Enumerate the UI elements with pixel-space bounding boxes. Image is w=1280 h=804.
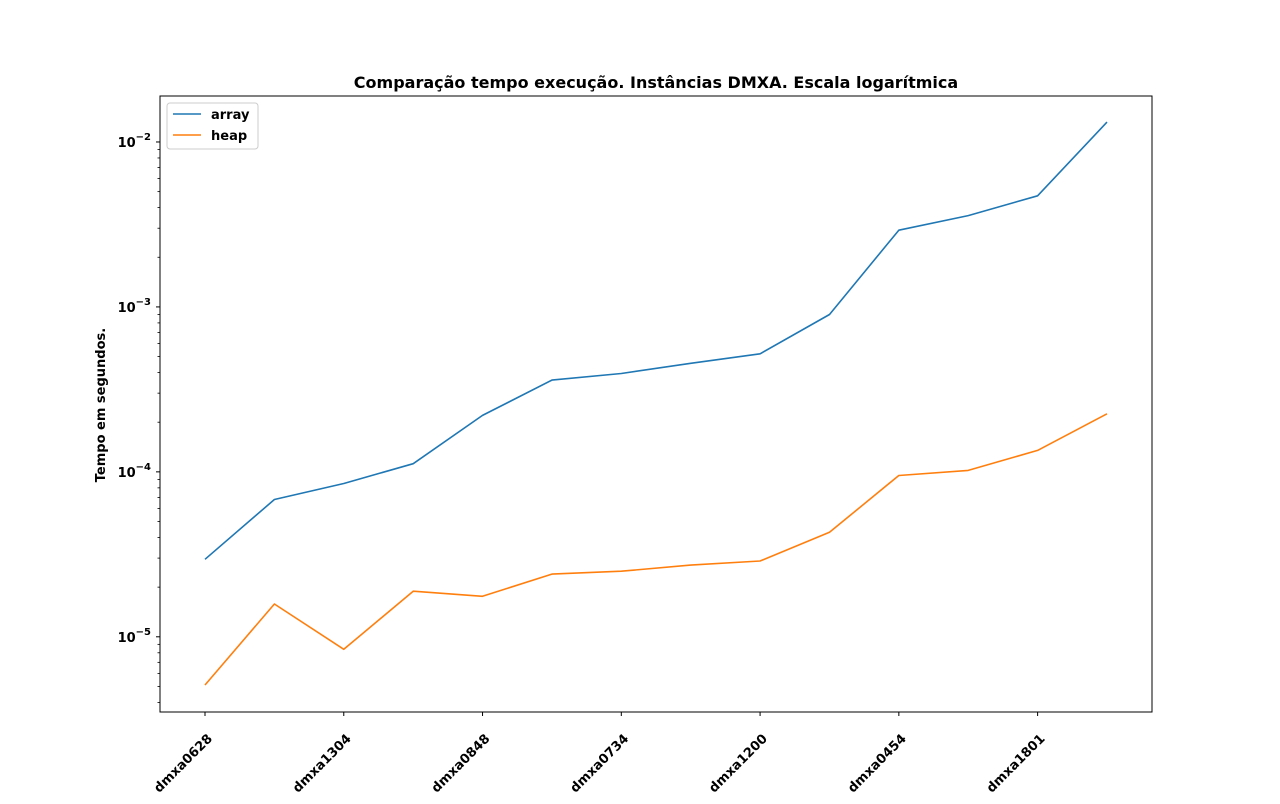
legend-label-array: array bbox=[211, 108, 250, 123]
y-tick-exponent: −3 bbox=[136, 297, 151, 308]
x-tick-label: dmxa0628 bbox=[151, 732, 215, 796]
y-tick-label: 10−5 bbox=[118, 627, 151, 646]
series-line-heap bbox=[204, 413, 1108, 686]
y-tick-base: 10 bbox=[118, 136, 136, 151]
y-axis-label: Tempo em segundos. bbox=[94, 328, 109, 482]
legend-label-heap: heap bbox=[211, 129, 247, 144]
y-tick-base: 10 bbox=[118, 466, 136, 481]
x-tick-label: dmxa0734 bbox=[568, 732, 632, 796]
x-tick-label: dmxa1304 bbox=[290, 732, 354, 796]
plot-frame bbox=[159, 95, 1153, 713]
y-tick-label: 10−3 bbox=[118, 297, 151, 316]
y-tick-base: 10 bbox=[118, 631, 136, 646]
y-tick-exponent: −5 bbox=[136, 627, 151, 638]
y-tick-exponent: −2 bbox=[136, 132, 151, 143]
x-tick-label: dmxa0454 bbox=[845, 732, 909, 796]
x-tick-label: dmxa1200 bbox=[706, 732, 770, 796]
x-tick-label: dmxa1801 bbox=[984, 732, 1048, 796]
y-tick-label: 10−2 bbox=[118, 132, 151, 151]
legend: array heap bbox=[166, 102, 259, 150]
chart-title: Comparação tempo execução. Instâncias DM… bbox=[354, 73, 958, 92]
x-tick-label: dmxa0848 bbox=[429, 732, 493, 796]
y-tick-base: 10 bbox=[118, 301, 136, 316]
series-line-array bbox=[204, 121, 1108, 560]
y-tick-label: 10−4 bbox=[118, 462, 151, 481]
y-tick-exponent: −4 bbox=[136, 462, 151, 473]
